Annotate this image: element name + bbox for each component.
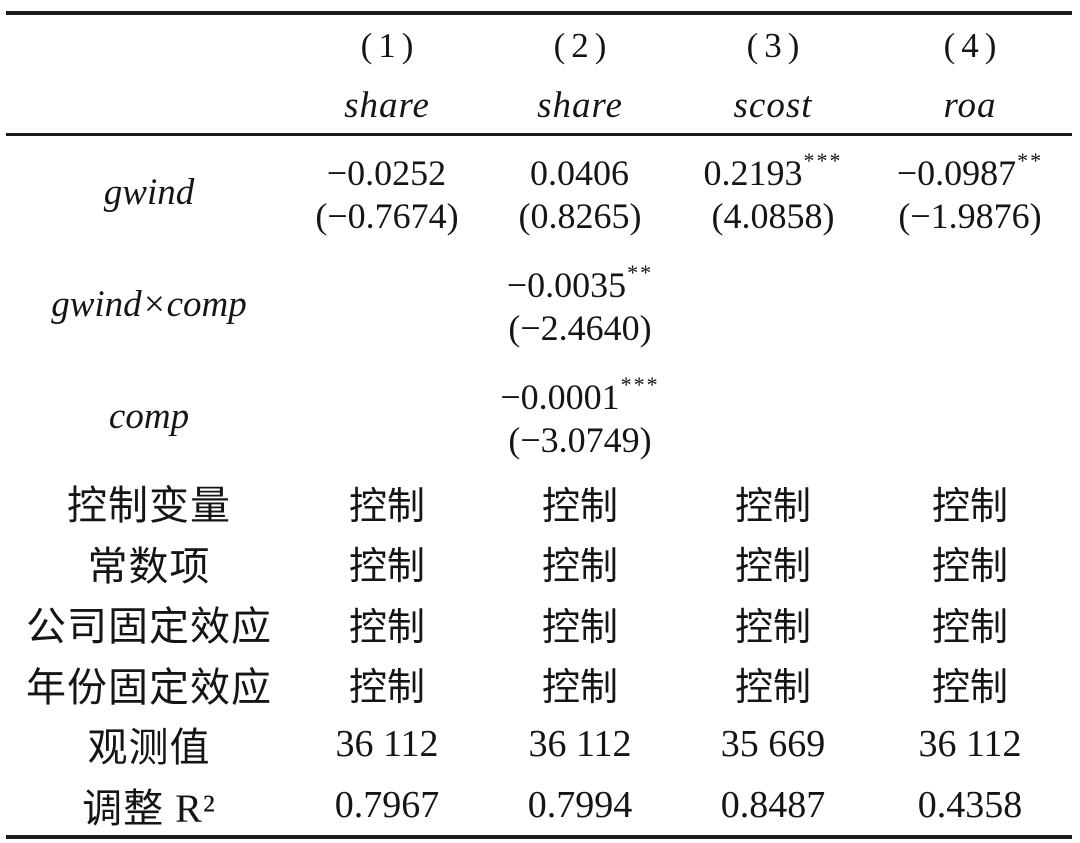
info-row-year-fixed-effects: 年份固定效应 控制 控制 控制 控制: [6, 654, 1072, 715]
cell-value: 0.8487: [720, 783, 826, 826]
t-statistic: (−0.7674): [315, 195, 459, 236]
coef-cell: −0.0252 (−0.7674): [292, 136, 482, 248]
cell-value: 36 112: [918, 723, 1022, 766]
info-row-firm-fixed-effects: 公司固定效应 控制 控制 控制 控制: [6, 593, 1072, 654]
row-label-constant: 常数项: [87, 543, 211, 589]
significance-stars: **: [627, 259, 654, 285]
row-label-gwind-comp: gwind×comp: [51, 283, 247, 325]
coef-row-gwind-comp: gwind×comp −0.0035 ** (−2.4640): [6, 248, 1072, 360]
model-number-1: (1): [360, 26, 420, 65]
cell-value: 36 112: [335, 723, 439, 766]
coef-cell-empty: [678, 360, 868, 472]
t-statistic: (0.8265): [518, 195, 642, 236]
model-number-4: (4): [943, 26, 1003, 65]
cell-value: 控制: [348, 546, 425, 589]
cell-value: 控制: [931, 606, 1008, 649]
coef-number: −0.0035: [506, 264, 627, 305]
coef-cell: −0.0987 ** (−1.9876): [868, 136, 1072, 248]
row-label-year-fixed-effects: 年份固定效应: [26, 664, 272, 710]
coef-cell: −0.0001 *** (−3.0749): [482, 360, 678, 472]
coef-row-comp: comp −0.0001 *** (−3.0749): [6, 360, 1072, 472]
coefficient-value: [970, 375, 971, 418]
coef-number: −0.0001: [500, 376, 620, 417]
cell-value: 控制: [734, 485, 811, 528]
coefficient-value: [773, 263, 774, 306]
row-label-comp: comp: [108, 395, 190, 437]
significance-stars: ***: [803, 147, 843, 173]
table-top-rule: [6, 11, 1072, 15]
dep-var-share-1: share: [344, 84, 430, 126]
significance-stars: ***: [620, 371, 660, 397]
coef-number: 0.2193: [703, 152, 803, 193]
coefficient-value: −0.0987 **: [896, 147, 1044, 194]
coef-cell-empty: [292, 360, 482, 472]
info-row-control-variables: 控制变量 控制 控制 控制 控制: [6, 472, 1072, 533]
coef-row-gwind: gwind −0.0252 (−0.7674) 0.0406 (0.8265) …: [6, 136, 1072, 248]
coefficient-value: −0.0252: [327, 151, 447, 194]
row-label-adjusted-r2: 调整 R²: [82, 785, 216, 831]
cell-value: 0.4358: [917, 783, 1023, 826]
row-label-observations: 观测值: [87, 725, 211, 771]
coefficient-value: −0.0035 **: [506, 259, 654, 306]
coef-cell: 0.2193 *** (4.0858): [678, 136, 868, 248]
cell-value: 35 669: [720, 723, 826, 766]
header-empty-cell: [6, 15, 292, 77]
coef-cell-empty: [868, 360, 1072, 472]
coefficient-value: [970, 263, 971, 306]
cell-value: 控制: [541, 546, 618, 589]
coef-cell: 0.0406 (0.8265): [482, 136, 678, 248]
coef-cell-empty: [292, 248, 482, 360]
model-number-3: (3): [746, 26, 806, 65]
t-statistic: (−2.4640): [508, 307, 652, 348]
t-statistic: (−1.9876): [898, 195, 1042, 236]
table-bottom-rule: [6, 835, 1072, 839]
coefficient-value: −0.0001 ***: [500, 371, 660, 418]
header-empty-cell: [6, 77, 292, 133]
coefficient-value: [773, 375, 774, 418]
info-row-adjusted-r2: 调整 R² 0.7967 0.7994 0.8487 0.4358: [6, 775, 1072, 836]
table-header-rule: [6, 133, 1072, 136]
info-row-observations: 观测值 36 112 36 112 35 669 36 112: [6, 714, 1072, 775]
header-row-model-numbers: (1) (2) (3) (4): [6, 15, 1072, 77]
coef-cell-empty: [678, 248, 868, 360]
model-number-2: (2): [553, 26, 613, 65]
cell-value: 控制: [931, 546, 1008, 589]
t-statistic: (4.0858): [711, 195, 835, 236]
row-label-control-variables: 控制变量: [67, 483, 231, 529]
cell-value: 控制: [541, 667, 618, 710]
coef-cell: −0.0035 ** (−2.4640): [482, 248, 678, 360]
cell-value: 36 112: [528, 723, 632, 766]
cell-value: 控制: [348, 667, 425, 710]
row-label-gwind: gwind: [103, 171, 195, 213]
cell-value: 控制: [734, 667, 811, 710]
cell-value: 控制: [348, 606, 425, 649]
coefficient-value: [387, 263, 388, 306]
cell-value: 0.7967: [334, 783, 440, 826]
cell-value: 控制: [734, 606, 811, 649]
significance-stars: **: [1017, 147, 1044, 173]
coef-cell-empty: [868, 248, 1072, 360]
cell-value: 控制: [931, 485, 1008, 528]
regression-table: (1) (2) (3) (4) share share scost roa gw…: [6, 11, 1072, 839]
dep-var-roa: roa: [943, 84, 997, 126]
row-label-firm-fixed-effects: 公司固定效应: [26, 604, 272, 650]
coefficient-value: 0.2193 ***: [703, 147, 843, 194]
cell-value: 控制: [541, 606, 618, 649]
coef-number: −0.0252: [326, 152, 447, 193]
cell-value: 控制: [931, 667, 1008, 710]
dep-var-scost: scost: [733, 84, 813, 126]
cell-value: 控制: [348, 485, 425, 528]
cell-value: 0.7994: [527, 783, 633, 826]
dep-var-share-2: share: [537, 84, 623, 126]
coef-number: −0.0987: [896, 152, 1017, 193]
cell-value: 控制: [734, 546, 811, 589]
coef-number: 0.0406: [530, 152, 629, 193]
t-statistic: (−3.0749): [508, 419, 652, 460]
coefficient-value: [387, 375, 388, 418]
header-row-dep-vars: share share scost roa: [6, 77, 1072, 133]
info-row-constant: 常数项 控制 控制 控制 控制: [6, 533, 1072, 594]
coefficient-value: 0.0406: [530, 151, 630, 194]
cell-value: 控制: [541, 485, 618, 528]
